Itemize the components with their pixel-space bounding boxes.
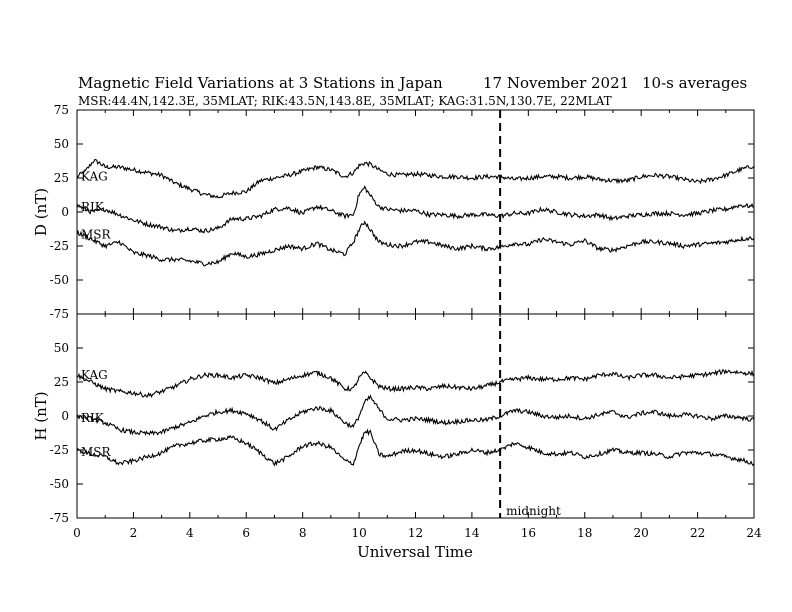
stations-line: MSR:44.4N,142.3E, 35MLAT; RIK:43.5N,143.… (78, 94, 612, 108)
y-tick-label: -75 (50, 511, 69, 525)
series-line-kag (76, 368, 755, 399)
x-tick-label: 10 (351, 526, 366, 540)
y-tick-label: 0 (61, 409, 69, 423)
chart-averaging: 10-s averages (642, 74, 747, 92)
series-label-msr: MSR (81, 227, 112, 241)
y-tick-label: 50 (54, 137, 69, 151)
x-axis-label: Universal Time (357, 543, 473, 561)
x-tick-label: 12 (408, 526, 423, 540)
series-line-kag (76, 158, 755, 199)
x-axis-ticks: 0 2 4 6 8 10 12 14 16 18 20 22 24 (73, 110, 762, 540)
series-label-rik: RIK (81, 200, 105, 214)
series-line-msr (76, 220, 755, 267)
y-tick-label: -75 (50, 307, 69, 321)
x-tick-label: 6 (242, 526, 250, 540)
y-tick-label: -50 (50, 273, 69, 287)
y-tick-label: -25 (50, 239, 69, 253)
x-tick-label: 0 (73, 526, 81, 540)
chart-date: 17 November 2021 (483, 74, 629, 92)
y-tick-label: -25 (50, 443, 69, 457)
y-tick-label: 50 (54, 341, 69, 355)
panel-h: 50 25 0 -25 -50 -75 KAG RIK MSR H (nT) (32, 313, 755, 525)
x-tick-label: 22 (690, 526, 705, 540)
x-tick-label: 24 (746, 526, 762, 540)
midnight-label: midnight (506, 504, 561, 518)
x-tick-label: 14 (464, 526, 480, 540)
series-line-msr (76, 428, 755, 467)
y-tick-label: 25 (54, 375, 69, 389)
series-label-kag: KAG (81, 170, 108, 184)
panel-h-series (76, 368, 755, 467)
panel-d-y-label: D (nT) (32, 188, 50, 236)
y-tick-label: 25 (54, 171, 69, 185)
y-tick-label: -50 (50, 477, 69, 491)
panel-d-y-ticks: 75 50 25 0 -25 -50 -75 (50, 103, 754, 321)
x-tick-label: 20 (634, 526, 649, 540)
panel-h-frame (76, 313, 755, 519)
y-tick-label: 0 (61, 205, 69, 219)
panel-h-series-labels: KAG RIK MSR (81, 368, 112, 459)
panel-d-series-labels: KAG RIK MSR (81, 170, 112, 242)
panel-d: 75 50 25 0 -25 -50 -75 KAG RIK MSR D (nT) (32, 103, 755, 321)
panel-h-y-label: H (nT) (32, 391, 50, 440)
x-tick-label: 16 (521, 526, 536, 540)
series-label-msr: MSR (81, 445, 112, 459)
x-tick-label: 18 (577, 526, 592, 540)
series-line-rik (76, 393, 755, 436)
panel-d-series (76, 158, 755, 267)
series-label-rik: RIK (81, 411, 105, 425)
y-tick-label: 75 (54, 103, 69, 117)
panel-h-y-ticks: 50 25 0 -25 -50 -75 (50, 313, 754, 525)
x-tick-label: 4 (186, 526, 194, 540)
x-tick-label: 8 (299, 526, 307, 540)
series-label-kag: KAG (81, 368, 108, 382)
series-line-rik (76, 185, 755, 234)
chart-title: Magnetic Field Variations at 3 Stations … (78, 74, 443, 92)
x-tick-label: 2 (130, 526, 138, 540)
